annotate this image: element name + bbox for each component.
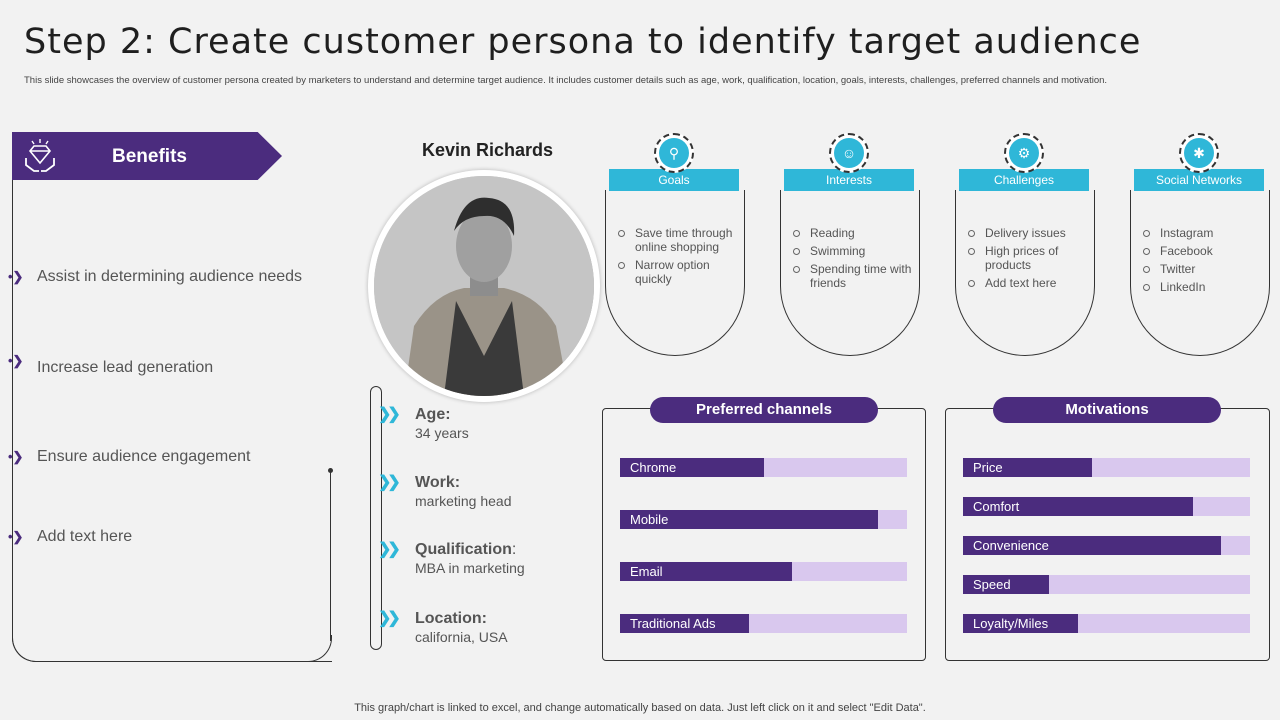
- bar-label: Chrome: [630, 460, 677, 475]
- bar-label: Convenience: [973, 538, 1049, 553]
- chevron-right-icon: ❯❯: [378, 610, 401, 627]
- interests-tab: Interests: [784, 169, 914, 191]
- bar-label: Speed: [973, 577, 1011, 592]
- bar-label: Comfort: [973, 499, 1020, 514]
- benefit-item: •❯ Increase lead generation: [8, 353, 214, 376]
- bar: [963, 497, 1193, 516]
- benefit-item: •❯ Assist in determining audience needs: [8, 268, 303, 285]
- bar: [620, 614, 750, 633]
- bar-label: Loyalty/Miles: [973, 616, 1049, 631]
- bar: [963, 458, 1093, 477]
- benefits-frame: [12, 148, 332, 662]
- bar-label: Price: [973, 460, 1003, 475]
- challenges-icon: ⚙: [1004, 133, 1044, 173]
- goals-tab: Goals: [609, 169, 739, 191]
- chevron-right-icon: ❯❯: [378, 474, 401, 491]
- bar-track: Convenience: [963, 536, 1250, 555]
- social-networks-tab: Social Networks: [1134, 169, 1264, 191]
- goals-card: Save time through online shopping Narrow …: [605, 190, 745, 356]
- footer-note: This graph/chart is linked to excel, and…: [354, 702, 926, 714]
- bar-track: Comfort: [963, 497, 1250, 516]
- interests-card: Reading Swimming Spending time with friend…: [780, 190, 920, 356]
- benefits-frame-dot: [328, 468, 333, 473]
- chevron-right-icon: •❯: [8, 449, 24, 464]
- bar-track: Chrome: [620, 458, 907, 477]
- benefits-frame-right-line: [330, 471, 331, 641]
- bar: [620, 562, 793, 581]
- bar: [620, 510, 879, 529]
- bar-track: Mobile: [620, 510, 907, 529]
- challenges-card: Delivery issues High prices of products Ad…: [955, 190, 1095, 356]
- social-networks-icon: ✱: [1179, 133, 1219, 173]
- diamond-hands-icon: [25, 139, 55, 172]
- benefit-item: •❯ Ensure audience engagement: [8, 448, 251, 465]
- goals-icon: ⚲: [654, 133, 694, 173]
- benefits-banner: Benefits: [12, 132, 282, 180]
- bar-label: Email: [630, 564, 663, 579]
- page-subtitle: This slide showcases the overview of cus…: [24, 75, 1108, 86]
- details-timeline: [370, 386, 382, 650]
- bar-track: Traditional Ads: [620, 614, 907, 633]
- challenges-tab: Challenges: [959, 169, 1089, 191]
- bar-label: Traditional Ads: [630, 616, 716, 631]
- chevron-right-icon: ❯❯: [378, 541, 401, 558]
- bar: [963, 536, 1222, 555]
- bar-track: Speed: [963, 575, 1250, 594]
- benefit-item: •❯ Add text here: [8, 528, 133, 545]
- motivations-heading: Motivations: [993, 397, 1221, 423]
- chevron-right-icon: •❯: [8, 353, 24, 368]
- page-title: Step 2: Create customer persona to ident…: [24, 22, 1142, 62]
- person-portrait-icon: [374, 176, 594, 396]
- bar-track: Email: [620, 562, 907, 581]
- benefits-frame-bottom: [12, 635, 332, 662]
- chevron-right-icon: ❯❯: [378, 406, 401, 423]
- interests-icon: ☺: [829, 133, 869, 173]
- bar-track: Loyalty/Miles: [963, 614, 1250, 633]
- social-networks-card: Instagram Facebook Twitter LinkedIn: [1130, 190, 1270, 356]
- benefits-heading: Benefits: [112, 146, 187, 167]
- bar: [963, 575, 1050, 594]
- bar: [620, 458, 764, 477]
- bar-label: Mobile: [630, 512, 669, 527]
- persona-photo: [368, 170, 600, 402]
- preferred-channels-heading: Preferred channels: [650, 397, 878, 423]
- persona-name: Kevin Richards: [422, 140, 554, 160]
- bar-track: Price: [963, 458, 1250, 477]
- chevron-right-icon: •❯: [8, 269, 24, 284]
- bar: [963, 614, 1078, 633]
- chevron-right-icon: •❯: [8, 529, 24, 544]
